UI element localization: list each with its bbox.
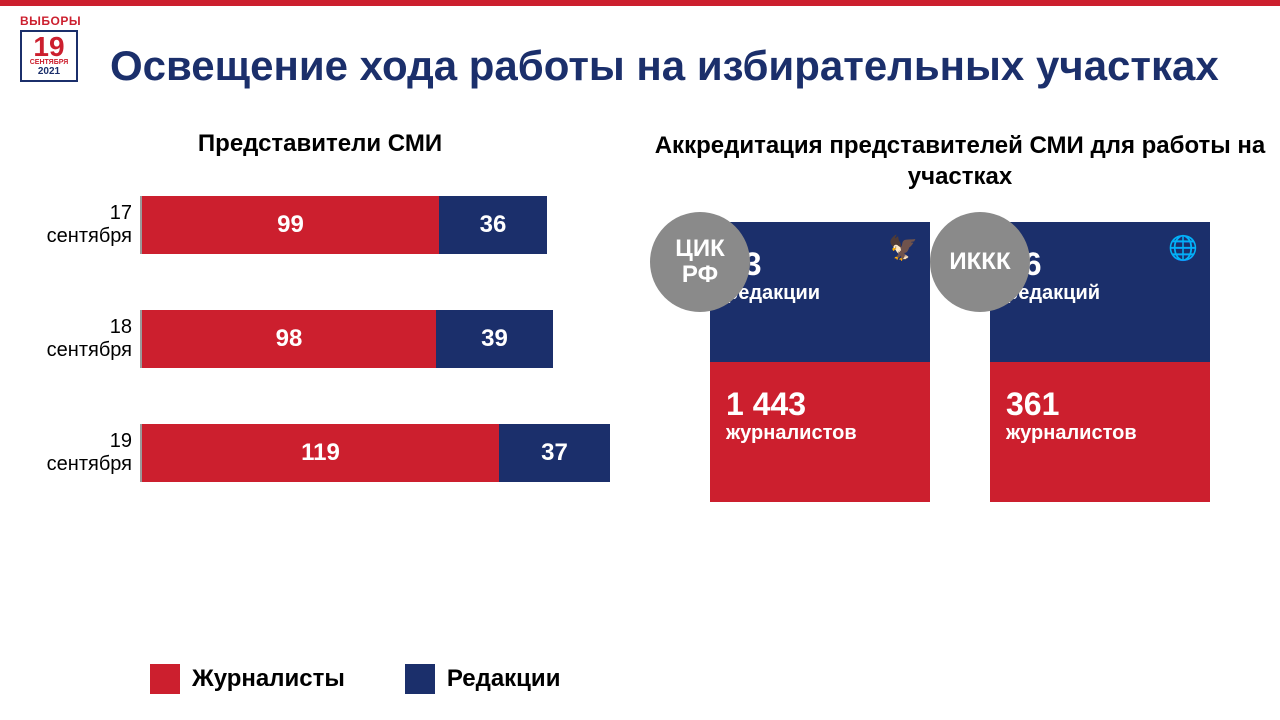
card-bottom-num: 361 <box>1006 388 1210 420</box>
logo-year: 2021 <box>26 66 72 77</box>
card-bottom: 1 443журналистов <box>710 362 930 502</box>
logo-text-vybory: ВЫБОРЫ <box>20 14 78 28</box>
card-badge: ИККК <box>930 212 1030 312</box>
legend-swatch-red <box>150 664 180 694</box>
chart-title: Представители СМИ <box>20 130 620 158</box>
chart-area: Представители СМИ 17 сентября9936 18 сент… <box>20 130 620 538</box>
bar-editors: 37 <box>499 424 610 482</box>
accreditation-area: Аккредитация представителей СМИ для рабо… <box>650 130 1270 502</box>
legend: Журналисты Редакции <box>150 664 560 694</box>
bar-journalists: 119 <box>142 424 499 482</box>
accreditation-title: Аккредитация представителей СМИ для рабо… <box>650 130 1270 192</box>
chart-row: 18 сентября9839 <box>20 310 620 368</box>
chart-row-label: 19 сентября <box>20 430 140 476</box>
legend-item-editors: Редакции <box>405 664 561 694</box>
page-title: Освещение хода работы на избирательных у… <box>110 42 1219 90</box>
legend-label: Журналисты <box>192 665 345 693</box>
chart-row-label: 18 сентября <box>20 316 140 362</box>
bar-editors: 36 <box>439 196 547 254</box>
logo-month: СЕНТЯБРЯ <box>26 59 72 66</box>
card-bottom-sub: журналистов <box>1006 422 1210 445</box>
bar-group: 11937 <box>140 424 610 482</box>
card-top-sub: редакций <box>1006 282 1210 305</box>
bar-editors: 39 <box>436 310 553 368</box>
chart-row: 19 сентября11937 <box>20 424 620 482</box>
bar-journalists: 98 <box>142 310 436 368</box>
chart-row-label: 17 сентября <box>20 202 140 248</box>
accreditation-card: ЦИК РФ🦅63редакции1 443журналистов <box>710 222 930 502</box>
legend-item-journalists: Журналисты <box>150 664 345 694</box>
top-stripe <box>0 0 1280 6</box>
legend-swatch-blue <box>405 664 435 694</box>
legend-label: Редакции <box>447 665 561 693</box>
bar-group: 9839 <box>140 310 553 368</box>
emblem-icon: 🦅 <box>888 234 918 263</box>
logo-box: 19 СЕНТЯБРЯ 2021 <box>20 30 78 82</box>
election-logo: ВЫБОРЫ 19 СЕНТЯБРЯ 2021 <box>20 14 78 82</box>
bar-journalists: 99 <box>142 196 439 254</box>
chart-row: 17 сентября9936 <box>20 196 620 254</box>
card-top-sub: редакции <box>726 282 930 305</box>
card-badge: ЦИК РФ <box>650 212 750 312</box>
accreditation-card: ИККК🌐76редакций361журналистов <box>990 222 1210 502</box>
card-bottom-sub: журналистов <box>726 422 930 445</box>
card-bottom-num: 1 443 <box>726 388 930 420</box>
logo-num: 19 <box>26 34 72 59</box>
emblem-icon: 🌐 <box>1168 234 1198 263</box>
card-bottom: 361журналистов <box>990 362 1210 502</box>
bar-group: 9936 <box>140 196 547 254</box>
